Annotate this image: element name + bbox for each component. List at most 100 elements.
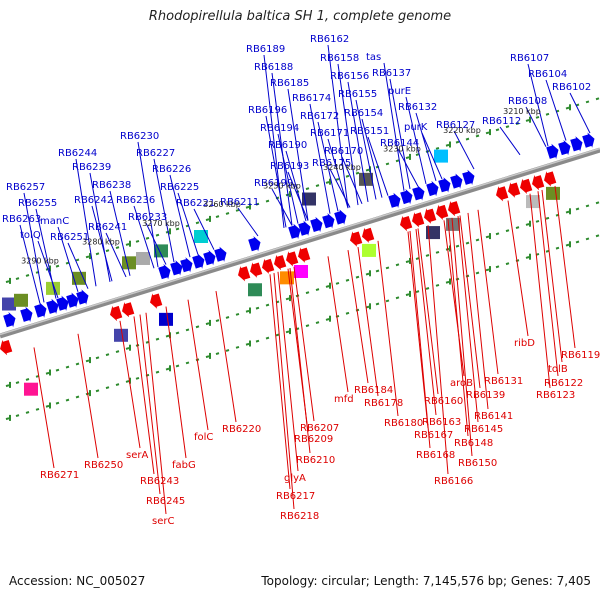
forward-leader-line <box>327 44 349 209</box>
ruler-dot <box>265 303 270 307</box>
ruler-dot <box>15 381 20 384</box>
forward-gene-label: purK <box>404 122 428 133</box>
forward-leader-line <box>287 88 309 221</box>
ruler-dot <box>75 395 80 399</box>
ruler-dot <box>165 334 170 338</box>
forward-gene-label: RB6188 <box>254 62 293 73</box>
ruler-dot <box>235 208 240 212</box>
ruler-label: 3210 kbp <box>503 107 541 116</box>
ruler-dot <box>375 302 380 306</box>
ruler-dot <box>395 263 400 267</box>
forward-leader-line <box>193 208 215 250</box>
forward-gene-arrow <box>158 264 171 280</box>
ruler-dot <box>245 205 250 209</box>
reverse-gene-label: RB6150 <box>458 458 497 469</box>
ruler-dot <box>45 404 50 408</box>
feature-block <box>2 297 16 311</box>
ruler-dot <box>285 297 290 301</box>
ruler-dot <box>275 333 280 337</box>
genome-backbone <box>0 147 600 339</box>
reverse-gene-label: serA <box>126 450 148 461</box>
forward-gene-arrow <box>426 180 439 197</box>
reverse-gene-arrow <box>448 201 461 217</box>
ruler-dot <box>225 316 230 319</box>
ruler-dot <box>435 250 440 254</box>
forward-gene-label: RB6155 <box>338 89 377 100</box>
ruler-dot <box>155 233 160 237</box>
ruler-dot <box>225 212 230 215</box>
reverse-gene-label: RB6220 <box>222 424 261 435</box>
forward-gene-label: RB6162 <box>310 34 349 45</box>
reverse-gene-label: mfd <box>334 394 354 405</box>
ruler-dot <box>315 184 320 187</box>
ruler-dot <box>105 249 110 253</box>
gene-labels: RB6257 RB6255 RB6263 tolQ manC RB6251 RB6244 RB… <box>2 34 600 527</box>
ruler-dot <box>285 330 290 334</box>
forward-leader-line <box>265 115 287 228</box>
ruler-dot <box>265 336 270 340</box>
ruler-dot <box>75 258 80 262</box>
ruler-dot <box>495 265 500 269</box>
ruler-dot <box>415 290 420 293</box>
forward-leader-line <box>361 118 383 198</box>
forward-gene-label: RB6199 <box>254 178 293 189</box>
forward-leader-line <box>317 121 339 212</box>
forward-leader-line <box>287 171 309 221</box>
forward-gene-arrow <box>412 185 425 201</box>
ruler-dot <box>125 347 130 350</box>
ruler-dot <box>25 411 30 414</box>
reverse-gene-label: ribD <box>514 338 535 349</box>
ruler-dot <box>305 291 310 295</box>
reverse-gene-label: RB6180 <box>384 418 423 429</box>
ruler-label: 3240 kbp <box>323 163 361 172</box>
genome-title: Rhodopirellula baltica SH 1, complete ge… <box>148 9 452 24</box>
forward-leader-line <box>75 158 97 287</box>
reverse-gene-label: RB6250 <box>84 460 123 471</box>
ruler-dot <box>545 216 550 220</box>
forward-gene-label: RB6108 <box>508 96 547 107</box>
ruler-dot <box>445 143 450 147</box>
ruler-dot <box>475 238 480 242</box>
reverse-leader-line <box>145 312 167 515</box>
ruler-dot <box>205 355 210 359</box>
reverse-leader-line <box>541 189 563 363</box>
feature-block <box>136 251 150 265</box>
forward-gene-label: RB6238 <box>92 180 131 191</box>
ruler-dot <box>385 162 390 166</box>
forward-gene-label: RB6190 <box>268 140 307 151</box>
forward-leader-line <box>19 224 41 304</box>
ruler-dot <box>195 221 200 225</box>
forward-gene-arrow <box>56 295 69 311</box>
reverse-gene-arrow <box>262 258 275 274</box>
ruler-dot <box>245 309 250 313</box>
ruler-dot <box>105 386 110 390</box>
reverse-gene-label: RB6217 <box>276 491 315 502</box>
forward-leader-line <box>347 81 369 203</box>
ruler-dot <box>105 353 110 357</box>
feature-block <box>248 283 262 297</box>
forward-gene-label: tas <box>366 52 381 63</box>
forward-gene-arrow <box>192 253 205 269</box>
ruler-dot <box>255 339 260 343</box>
forward-gene-label: RB6185 <box>270 78 309 89</box>
reverse-gene-label: RB6178 <box>364 398 403 409</box>
forward-gene-arrow <box>334 209 347 225</box>
forward-gene-label: RB6257 <box>6 182 45 193</box>
forward-gene-label: RB6102 <box>552 82 591 93</box>
reverse-gene-label: aroB <box>450 378 473 389</box>
reverse-gene-arrow <box>150 293 163 309</box>
ruler-label: 3230 kbp <box>383 144 421 153</box>
ruler-dot <box>515 122 520 125</box>
forward-leader-line <box>341 156 363 204</box>
forward-gene-label: tolQ <box>20 230 41 241</box>
reverse-gene-arrow <box>362 227 375 243</box>
ruler-dot <box>255 306 260 310</box>
reverse-leader-line <box>77 333 99 459</box>
ruler-dot <box>485 131 490 135</box>
reverse-leader-line <box>477 209 499 375</box>
reverse-leader-line <box>187 299 209 431</box>
ruler-dot <box>345 311 350 315</box>
forward-leader-line <box>355 99 377 200</box>
ruler-dot <box>505 229 510 233</box>
ruler-dot <box>335 281 340 285</box>
